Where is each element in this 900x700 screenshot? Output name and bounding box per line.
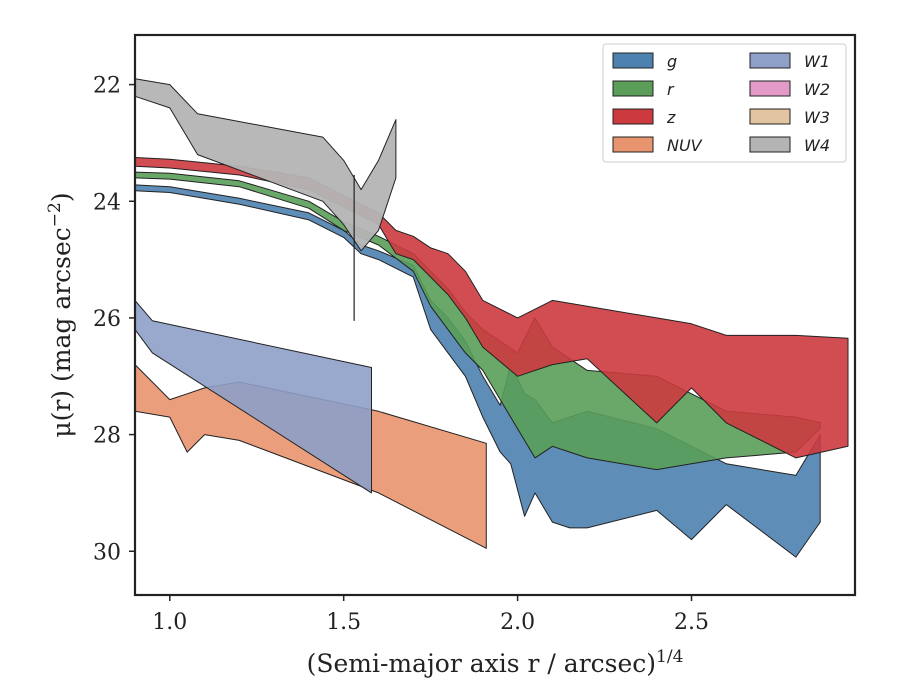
series-area-w4 <box>134 78 397 252</box>
legend-swatch-w1 <box>749 52 791 69</box>
y-tick-label: 26 <box>93 307 121 332</box>
axis-ticks: 1.0 1.5 2.0 2.5 22 24 26 28 30 <box>93 74 709 635</box>
series-area-nuv <box>134 364 487 549</box>
x-tick-label: 1.5 <box>326 610 361 635</box>
legend-label-z: z <box>666 108 676 127</box>
series-area-w1 <box>134 299 372 494</box>
x-tick-label: 2.5 <box>674 610 709 635</box>
y-tick-label: 28 <box>93 424 121 449</box>
legend-label-r: r <box>667 80 675 99</box>
legend-label-nuv: NUV <box>667 136 703 155</box>
legend-box <box>602 43 847 163</box>
legend-swatch-w3 <box>749 108 791 125</box>
y-tick-label: 30 <box>93 540 121 565</box>
legend: grz NUV W1 W2 W3 W4 <box>602 43 847 163</box>
x-tick-label: 2.0 <box>500 610 535 635</box>
y-axis-title: μ(r) (mag arcsec−2) <box>45 192 76 437</box>
legend-label-w3: W3 <box>804 108 830 127</box>
legend-label-w1: W1 <box>804 52 830 71</box>
legend-swatch-w2 <box>749 80 791 97</box>
legend-swatch-r <box>612 80 654 97</box>
y-tick-label: 22 <box>93 74 121 99</box>
legend-swatch-w4 <box>749 136 791 153</box>
legend-label-w2: W2 <box>804 80 830 99</box>
legend-swatch-g <box>612 52 654 69</box>
legend-swatch-z <box>612 108 654 125</box>
plot-frame <box>133 33 857 597</box>
chart-series-group <box>134 78 849 558</box>
series-area-z <box>134 157 849 459</box>
x-tick-label: 1.0 <box>152 610 187 635</box>
legend-label-w4: W4 <box>804 136 830 155</box>
x-axis-title: (Semi-major axis r / arcsec)1/4 <box>307 647 684 678</box>
legend-label-g: g <box>667 52 677 71</box>
y-tick-label: 24 <box>93 190 121 215</box>
legend-swatch-nuv <box>612 136 654 153</box>
